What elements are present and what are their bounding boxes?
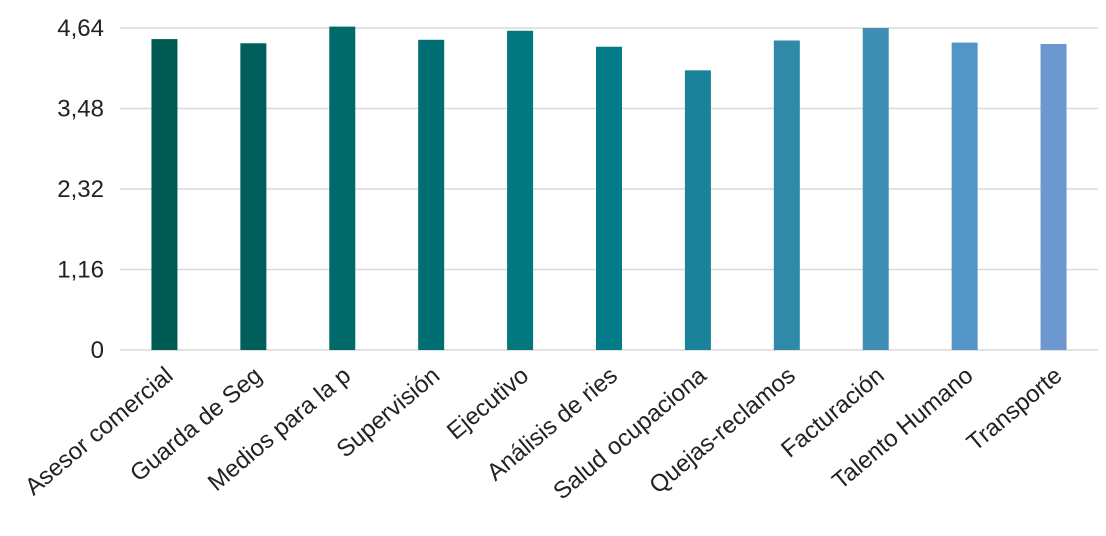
bar-9 bbox=[951, 42, 978, 351]
bar-6 bbox=[684, 70, 711, 350]
bars bbox=[151, 26, 1067, 351]
bar-0 bbox=[151, 39, 178, 350]
y-axis-tick-labels: 0 1,16 2,32 3,48 4,64 bbox=[57, 15, 104, 364]
y-tick-label: 1,16 bbox=[57, 257, 104, 284]
bar-7 bbox=[773, 40, 800, 350]
bar-8 bbox=[862, 28, 889, 350]
y-tick-label: 4,64 bbox=[57, 15, 104, 42]
x-category-label: Salud ocupaciona bbox=[548, 362, 712, 506]
x-category-label: Quejas-reclamos bbox=[644, 362, 800, 499]
bar-2 bbox=[329, 26, 356, 351]
bar-10 bbox=[1040, 43, 1067, 350]
y-tick-label: 3,48 bbox=[57, 96, 104, 123]
bar-3 bbox=[418, 39, 445, 350]
y-tick-label: 2,32 bbox=[57, 176, 104, 203]
bar-4 bbox=[507, 30, 534, 351]
bar-5 bbox=[596, 46, 622, 351]
x-category-label: Asesor comercial bbox=[20, 362, 178, 501]
x-category-label: Transporte bbox=[962, 362, 1068, 457]
y-tick-label: 0 bbox=[91, 337, 104, 364]
bar-1 bbox=[240, 43, 267, 350]
